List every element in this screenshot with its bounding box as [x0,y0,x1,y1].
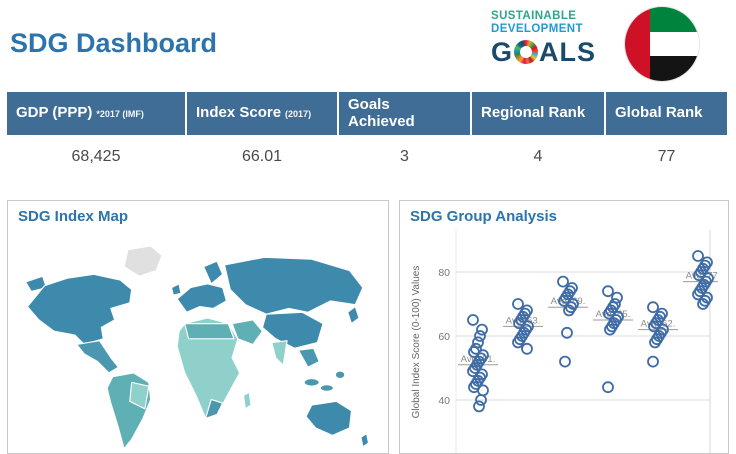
kpi-label: Global Rank [615,104,703,122]
kpi-label: GDP (PPP) [16,104,93,122]
map-europe [176,283,227,313]
world-map[interactable] [18,230,378,454]
map-russia [223,256,364,315]
kpi-value-regional-rank: 4 [533,148,543,165]
flag-stripes [650,7,699,81]
kpi-value-index-score: 66.01 [241,148,283,165]
kpi-label: Regional Rank [481,104,586,122]
map-australia [305,400,353,436]
kpi-values-row: 68,425 66.01 3 4 77 [7,143,729,171]
map-united-kingdom [170,283,182,296]
sdg-logo-goals: G ALS [491,37,596,67]
map-china-central-asia [261,311,324,349]
kpi-value-gdp: 68,425 [71,148,121,165]
map-india [271,340,288,366]
map-north-america [26,273,133,346]
kpi-header-index-score: Index Score (2017) [187,92,337,135]
svg-text:Global Index Score (0-100) Val: Global Index Score (0-100) Values [411,266,422,419]
kpi-header-regional-rank: Regional Rank [472,92,604,135]
map-madagascar [242,391,252,410]
kpi-value-goals-achieved: 3 [400,148,409,165]
kpi-sublabel: (2017) [285,108,312,119]
chart-panel-title: SDG Group Analysis [410,208,557,225]
map-indonesia-island-2 [319,384,335,392]
svg-text:40: 40 [438,395,450,407]
goals-letters-als: ALS [539,36,597,67]
map-greenland [123,245,163,277]
sdg-logo-line2: DEVELOPMENT [491,22,583,35]
sdg-logo-line1: SUSTAINABLE [491,10,577,22]
sdg-wheel-center [520,45,533,58]
flag-green-stripe [650,7,699,32]
map-indonesia-island-1 [303,378,320,387]
flag-red-band [625,7,651,81]
map-new-zealand [360,432,370,448]
map-central-america [76,340,119,374]
page-title: SDG Dashboard [10,28,218,58]
kpi-header-gdp: GDP (PPP) *2017 (IMF) [7,92,185,135]
map-panel-title: SDG Index Map [18,208,129,225]
goals-letter-g: G [491,36,514,67]
flag-black-stripe [650,56,699,81]
kpi-header-global-rank: Global Rank [606,92,727,135]
kpi-sublabel: *2017 (IMF) [96,108,144,119]
kpi-label: Index Score [196,104,282,122]
sdg-logo: SUSTAINABLE DEVELOPMENT G ALS [491,10,596,67]
map-south-africa [205,398,224,419]
map-panel: SDG Index Map [7,200,389,454]
chart-panel: SDG Group Analysis 80 60 40 Global Index Sc… [399,200,729,454]
map-south-america [106,372,152,450]
map-brazil [129,381,150,410]
map-scandinavia [203,260,224,285]
map-southeast-asia [297,347,320,368]
svg-text:60: 60 [438,331,450,343]
kpi-value-global-rank: 77 [657,148,676,165]
svg-text:80: 80 [438,267,450,279]
kpi-header-row: GDP (PPP) *2017 (IMF) Index Score (2017)… [7,92,729,135]
sdg-wheel-icon [514,39,539,64]
map-north-africa [184,323,235,340]
flag-white-stripe [650,31,699,57]
kpi-label: Goals Achieved [348,96,415,130]
uae-flag-icon [624,6,700,82]
map-japan [347,306,360,325]
kpi-header-goals-achieved: Goals Achieved [339,92,470,135]
map-philippines [334,370,346,380]
